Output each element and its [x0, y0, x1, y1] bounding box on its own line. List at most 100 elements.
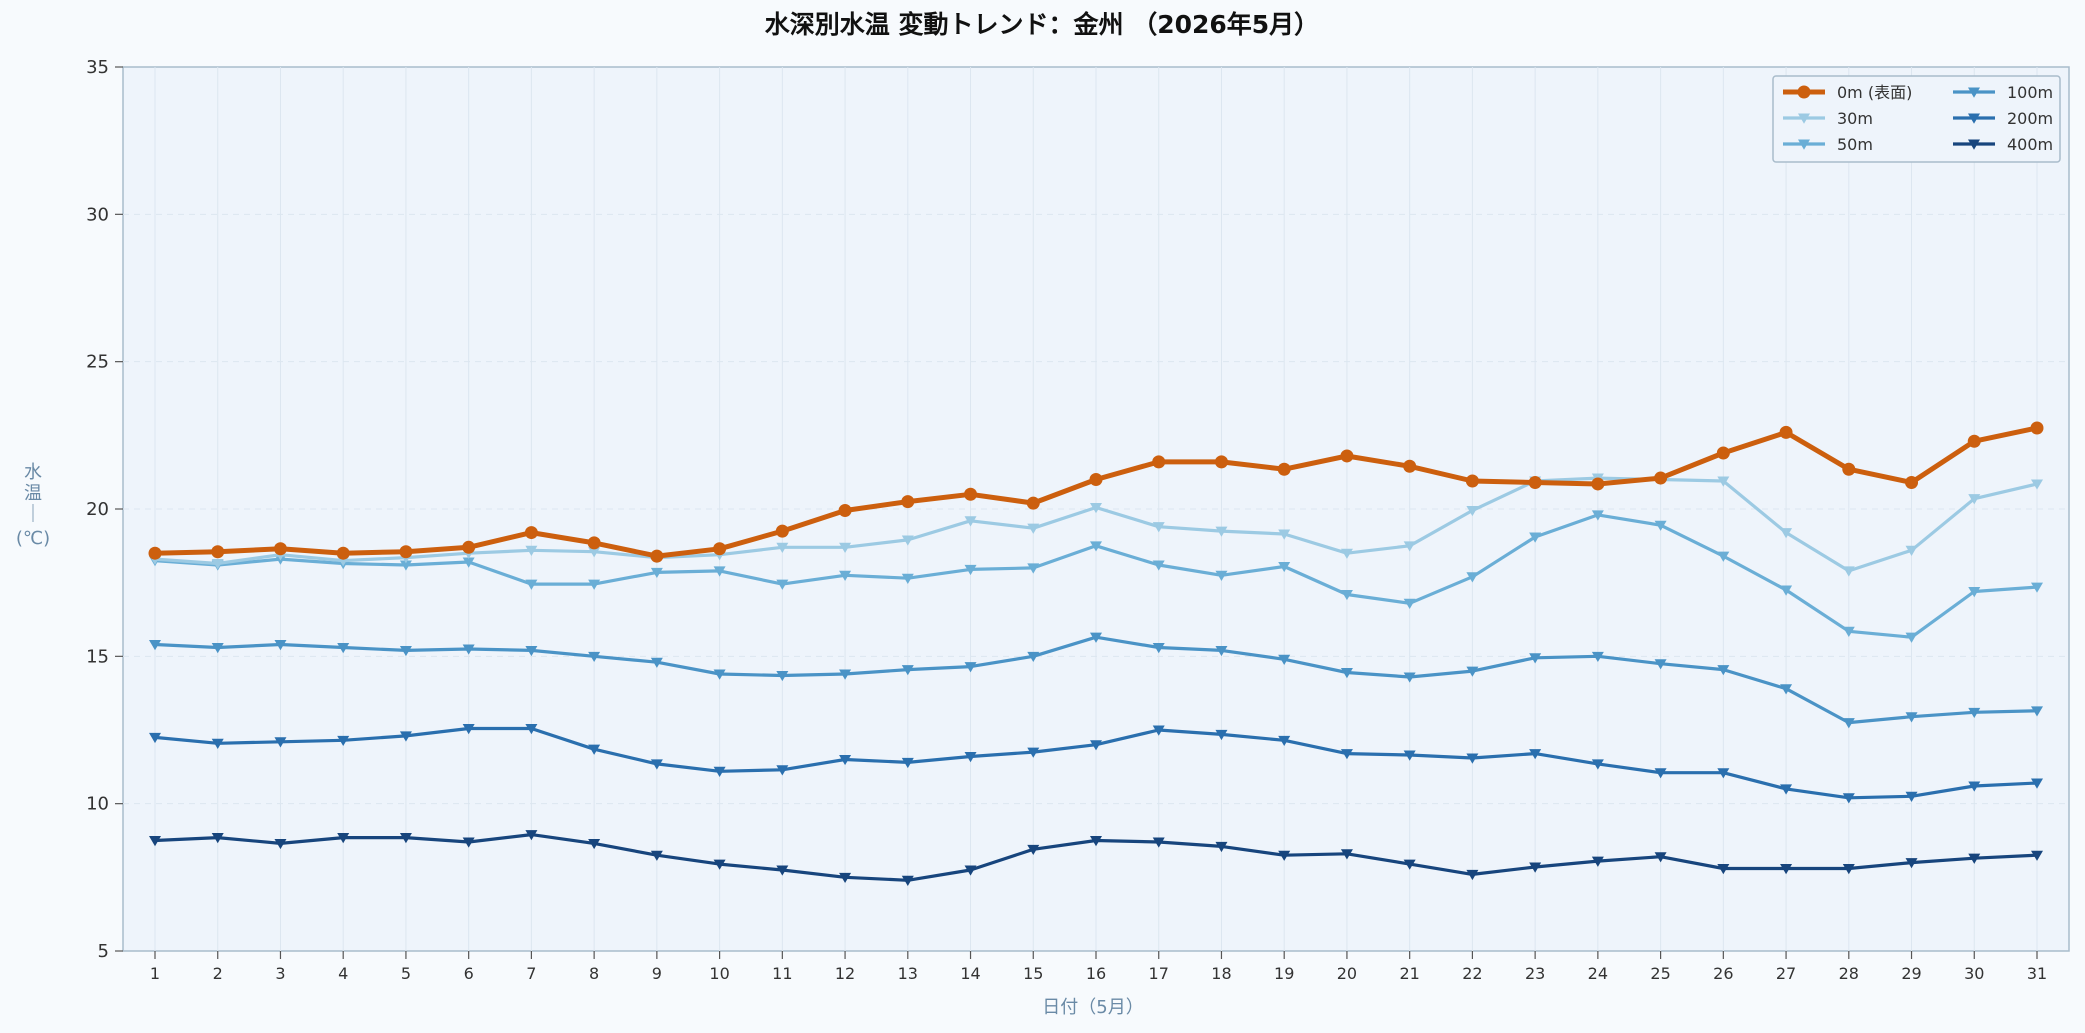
y-tick-label: 15 [86, 646, 109, 667]
data-point [964, 564, 977, 576]
data-point [1278, 850, 1291, 861]
grid-lines [123, 67, 2069, 951]
y-axis-label-char: 水 [24, 462, 42, 483]
data-point [650, 759, 663, 770]
legend-swatch-marker [1968, 139, 1980, 150]
x-tick-label: 21 [1399, 964, 1419, 983]
data-point [336, 546, 350, 560]
data-point [1403, 598, 1416, 609]
y-tick-label: 25 [86, 352, 109, 373]
data-point [588, 651, 601, 663]
data-point [1278, 561, 1291, 573]
y-axis-label-char: ｜ [24, 504, 42, 525]
data-point [1591, 651, 1604, 663]
x-tick-label: 22 [1462, 964, 1482, 983]
data-point [399, 560, 412, 571]
data-point [1717, 551, 1730, 562]
data-point [901, 875, 914, 886]
data-point [776, 542, 789, 554]
data-point [1780, 585, 1793, 596]
data-point [776, 579, 789, 590]
x-tick-label: 27 [1776, 964, 1796, 983]
data-point [1968, 494, 1981, 505]
legend-item: 0m (表面) [1783, 83, 1912, 102]
x-tick-label: 17 [1149, 964, 1169, 983]
data-point [1089, 473, 1103, 487]
data-point [399, 545, 413, 559]
data-point [1466, 666, 1479, 677]
data-point [1717, 768, 1730, 779]
data-point [1717, 476, 1730, 487]
data-point [211, 833, 224, 844]
data-point [1027, 747, 1040, 758]
x-tick-label: 7 [526, 964, 536, 983]
data-point [1529, 749, 1542, 760]
x-tick-label: 28 [1839, 964, 1859, 983]
data-point [1215, 729, 1228, 741]
x-tick-label: 31 [2027, 964, 2047, 983]
series-group [148, 421, 2044, 886]
data-point [1905, 475, 1919, 489]
data-point [1654, 471, 1668, 485]
data-point [1968, 781, 1981, 792]
data-point [2031, 850, 2043, 861]
data-point [901, 757, 914, 769]
data-point [1654, 520, 1667, 531]
x-tick-label: 9 [652, 964, 662, 983]
data-point [1090, 836, 1102, 847]
data-point [2031, 778, 2043, 789]
x-tick-label: 15 [1023, 964, 1043, 983]
data-point [462, 837, 475, 848]
data-point [274, 838, 287, 850]
data-point [149, 732, 161, 744]
data-point [1779, 425, 1793, 439]
x-tick-label: 3 [275, 964, 285, 983]
data-point [1340, 589, 1353, 601]
data-point [1403, 541, 1416, 552]
data-point [1340, 668, 1353, 679]
data-point [149, 640, 161, 651]
data-point [713, 566, 726, 577]
data-point [2031, 479, 2043, 490]
data-point [1152, 642, 1165, 654]
x-axis-label: 日付（5月） [1042, 997, 1143, 1018]
data-point [1152, 837, 1165, 848]
data-point [1277, 462, 1291, 476]
x-axis-ticks: 1 2 3 4 5 6 7 8 9 10 11 12 13 14 15 16 17 18 19 20 21 22 23 24 2… [150, 951, 2047, 983]
data-point [1905, 632, 1918, 643]
x-tick-label: 25 [1650, 964, 1670, 983]
data-point [211, 738, 224, 749]
data-point [650, 657, 663, 668]
y-tick-label: 10 [86, 794, 109, 815]
data-point [1654, 659, 1667, 670]
data-point [1090, 503, 1102, 514]
x-tick-label: 29 [1901, 964, 1921, 983]
data-point [525, 545, 538, 556]
legend-item: 400m [1953, 135, 2053, 154]
x-tick-label: 18 [1211, 964, 1231, 983]
data-point [650, 567, 663, 579]
data-point [901, 535, 914, 546]
data-point [1842, 566, 1855, 577]
data-point [462, 557, 475, 568]
x-tick-label: 12 [835, 964, 855, 983]
data-point [964, 516, 977, 527]
data-point [149, 836, 161, 847]
x-tick-label: 10 [709, 964, 729, 983]
data-point [1842, 626, 1855, 637]
data-point [1027, 523, 1040, 534]
data-point [2031, 582, 2043, 593]
legend-item: 30m [1783, 109, 1873, 128]
data-point [1215, 841, 1228, 853]
data-point [1716, 446, 1730, 460]
data-point [587, 536, 601, 550]
data-point [1842, 718, 1855, 729]
data-point [1340, 548, 1353, 559]
data-point [1780, 784, 1793, 795]
legend-swatch-marker [1798, 139, 1810, 150]
data-point [1466, 572, 1479, 583]
data-point [838, 503, 852, 517]
data-point [524, 526, 538, 540]
